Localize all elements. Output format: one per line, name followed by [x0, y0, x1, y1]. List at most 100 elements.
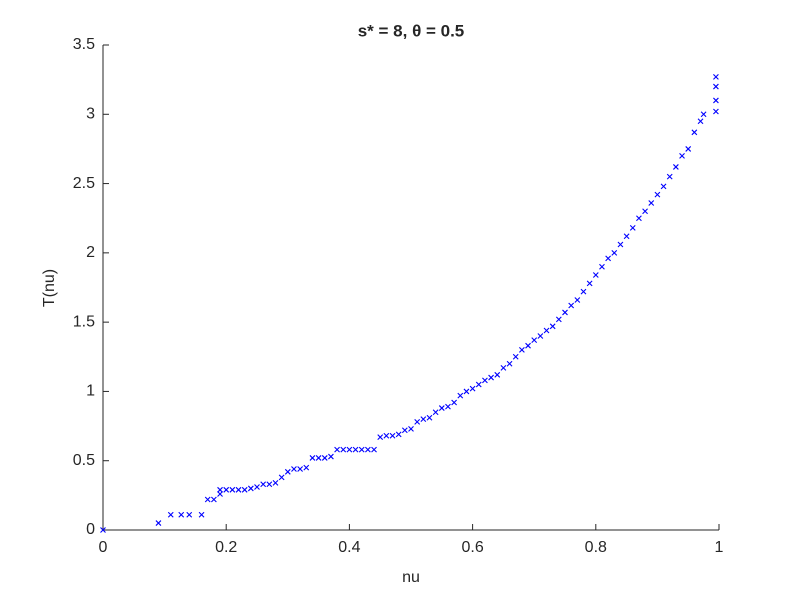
point — [623, 233, 630, 240]
point — [713, 108, 719, 115]
point — [377, 434, 384, 441]
point — [408, 425, 414, 432]
point — [389, 432, 396, 439]
point — [506, 360, 513, 367]
point — [654, 191, 661, 198]
x-axis-label: nu — [402, 569, 420, 586]
point — [178, 511, 185, 518]
point — [297, 466, 304, 472]
point — [438, 405, 445, 411]
y-axis-label: T(nu) — [41, 269, 58, 307]
x-tick-label: 0.6 — [461, 539, 483, 556]
point — [155, 520, 162, 526]
point — [346, 446, 353, 453]
point — [543, 327, 550, 334]
point — [266, 481, 273, 488]
point — [186, 511, 193, 518]
point — [334, 446, 340, 453]
point — [167, 511, 174, 518]
point — [241, 486, 248, 493]
point — [229, 486, 236, 493]
point — [420, 416, 427, 423]
y-tick-label: 2 — [86, 244, 95, 261]
point — [636, 215, 642, 222]
point — [371, 446, 377, 453]
x-tick-label: 1 — [715, 539, 724, 556]
point — [525, 342, 531, 349]
point — [204, 496, 211, 503]
axes — [102, 45, 719, 531]
point — [395, 431, 402, 438]
point — [309, 455, 316, 461]
point — [364, 446, 371, 453]
point — [217, 491, 223, 497]
point — [291, 466, 297, 472]
x-tick-label: 0.8 — [585, 539, 607, 556]
point — [315, 455, 322, 461]
y-tick-label: 2.5 — [73, 175, 95, 192]
point — [648, 200, 655, 206]
point — [592, 272, 599, 278]
point — [383, 432, 390, 439]
point — [475, 381, 482, 388]
point — [358, 446, 365, 453]
point — [555, 316, 562, 323]
point — [284, 468, 291, 475]
point — [482, 377, 488, 384]
point — [617, 241, 624, 248]
point — [713, 97, 719, 104]
point — [303, 464, 310, 471]
y-tick-label: 0 — [86, 521, 95, 538]
point — [605, 255, 612, 262]
chart-title: s* = 8, θ = 0.5 — [358, 21, 465, 40]
point — [278, 474, 285, 481]
point — [414, 419, 421, 425]
point — [549, 323, 556, 330]
point — [713, 83, 719, 90]
point — [574, 297, 581, 303]
point — [401, 427, 408, 434]
point — [235, 486, 242, 493]
point — [328, 453, 334, 460]
point — [432, 409, 439, 416]
point — [469, 385, 476, 392]
point — [247, 485, 254, 492]
point — [321, 455, 328, 461]
point — [580, 288, 587, 295]
point — [272, 479, 279, 486]
point — [223, 486, 230, 493]
y-tick-label: 3.5 — [73, 36, 95, 53]
point — [518, 346, 525, 353]
point — [100, 527, 106, 533]
point — [599, 263, 605, 270]
y-tick-label: 1.5 — [73, 313, 95, 330]
point — [488, 374, 494, 381]
point — [352, 446, 359, 453]
point — [611, 249, 618, 256]
point — [586, 280, 593, 287]
point — [457, 392, 464, 399]
point — [494, 371, 501, 378]
point — [500, 364, 507, 371]
point — [445, 403, 451, 410]
point — [672, 164, 679, 170]
point — [642, 208, 648, 215]
point — [629, 225, 636, 231]
point — [697, 118, 704, 125]
point — [666, 173, 673, 180]
point — [463, 388, 470, 395]
x-tick-label: 0 — [99, 539, 108, 556]
point — [451, 399, 458, 406]
point — [700, 111, 707, 118]
point — [426, 414, 433, 421]
y-tick-label: 0.5 — [73, 452, 95, 469]
point — [679, 152, 685, 159]
x-tick-label: 0.4 — [338, 539, 360, 556]
x-tick-label: 0.2 — [215, 539, 237, 556]
point — [217, 486, 223, 493]
point — [562, 309, 568, 316]
point — [260, 481, 267, 488]
point — [512, 353, 519, 360]
point — [660, 183, 667, 190]
